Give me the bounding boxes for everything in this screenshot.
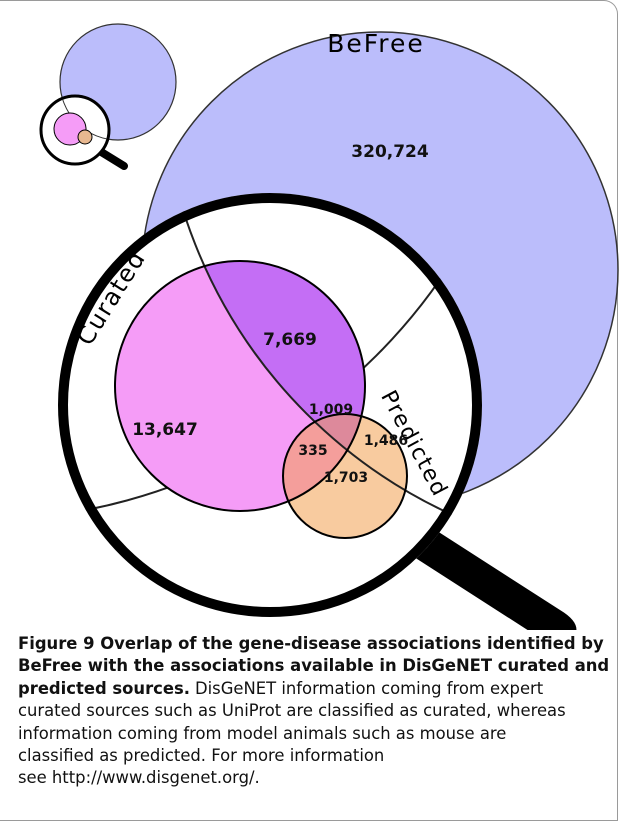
- lens-ring: [58, 193, 482, 617]
- caption-line: curated sources such as UniProt are clas…: [18, 700, 618, 722]
- mini-icon: [39, 23, 177, 170]
- caption: Figure 9 Overlap of the gene-disease ass…: [18, 633, 618, 790]
- caption-text: see http://www.disgenet.org/.: [18, 768, 260, 788]
- region-count: 320,724: [351, 142, 429, 162]
- region-count: 1,703: [324, 470, 368, 486]
- caption-text: DisGeNET information coming from expert: [194, 678, 544, 698]
- caption-line: classified as predicted. For more inform…: [18, 745, 618, 767]
- caption-line: Figure 9 Overlap of the gene-disease ass…: [18, 633, 618, 655]
- caption-text: curated sources such as UniProt are clas…: [18, 701, 566, 721]
- caption-title: Figure 9 Overlap of the gene-disease ass…: [18, 634, 604, 653]
- caption-text: classified as predicted. For more inform…: [18, 746, 385, 766]
- region-count: 13,647: [132, 420, 198, 440]
- region-count: 1,009: [309, 402, 353, 418]
- venn-diagram: BeFree Curated Predicted 320,724 7,669 1…: [39, 23, 619, 630]
- magnifier-handle: [400, 520, 577, 630]
- caption-line: BeFree with the associations available i…: [18, 655, 618, 677]
- caption-text: information coming from model animals su…: [18, 723, 507, 743]
- caption-title: predicted sources.: [18, 678, 190, 698]
- caption-line: see http://www.disgenet.org/.: [18, 767, 618, 789]
- region-count: 1,486: [364, 433, 408, 449]
- region-count: 7,669: [263, 330, 317, 350]
- caption-line: information coming from model animals su…: [18, 723, 618, 745]
- caption-title: BeFree with the associations available i…: [18, 656, 610, 676]
- befree-label: BeFree: [327, 29, 425, 58]
- caption-line: predicted sources. DisGeNET information c…: [18, 678, 618, 700]
- predicted-circle: [283, 414, 407, 538]
- region-count: 335: [298, 443, 327, 459]
